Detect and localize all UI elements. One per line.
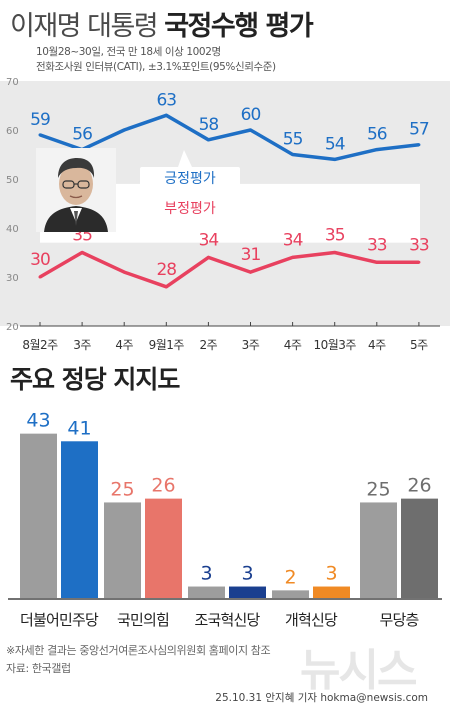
negative-data-label: 28: [156, 260, 176, 280]
positive-data-label: 57: [409, 120, 429, 140]
bar-previous: [360, 502, 397, 598]
bar-value-label-previous: 43: [26, 410, 50, 432]
positive-data-label: 60: [241, 105, 261, 125]
positive-data-label: 59: [30, 110, 50, 130]
x-tick-label: 3주: [73, 338, 91, 352]
x-tick-label: 10월3주: [313, 338, 356, 352]
bar-current: [61, 441, 98, 598]
negative-point: [249, 270, 252, 274]
bar-previous: [104, 502, 141, 598]
legend-negative-tail: [180, 219, 194, 234]
party-support-title: 주요 정당 지지도: [10, 365, 180, 394]
bar-value-label-current: 41: [67, 417, 91, 439]
x-tick-label: 8월2주: [22, 338, 58, 352]
x-tick-label: 2주: [200, 338, 218, 352]
negative-data-label: 33: [367, 235, 387, 255]
negative-data-label: 31: [241, 245, 261, 265]
negative-series-line: [39, 250, 419, 289]
negative-point: [333, 251, 337, 254]
positive-point: [291, 153, 295, 156]
page-title: 이재명 대통령 국정수행 평가: [10, 4, 314, 43]
negative-data-label: 34: [283, 230, 303, 250]
bar-current: [229, 586, 266, 598]
bar-current: [145, 498, 182, 598]
legend-positive-box: [140, 167, 240, 189]
y-tick-label: 40: [6, 224, 19, 235]
title-bold: 국정수행 평가: [164, 11, 313, 42]
positive-data-label: 56: [72, 125, 92, 145]
negative-point: [375, 260, 379, 264]
y-tick-label: 20: [6, 322, 19, 333]
positive-point: [164, 113, 168, 117]
bar-value-label-previous: 2: [284, 566, 296, 588]
negative-point: [38, 275, 42, 279]
survey-meta-line2: 전화조사원 인터뷰(CATI), ±3.1%포인트(95%신뢰수준): [36, 61, 276, 73]
bar-current: [313, 586, 350, 598]
bar-previous: [20, 433, 57, 598]
positive-point: [206, 138, 210, 142]
negative-point: [417, 260, 421, 264]
negative-data-label: 34: [199, 230, 219, 250]
bar-category-label: 개혁신당: [285, 611, 338, 629]
positive-point: [249, 128, 252, 132]
x-tick-label: 4주: [284, 338, 302, 352]
y-tick-label: 50: [6, 175, 19, 186]
negative-point: [164, 285, 168, 289]
positive-data-label: 56: [367, 125, 387, 145]
x-tick-label: 4주: [115, 338, 133, 352]
x-tick-label: 4주: [368, 338, 386, 352]
bar-category-label: 무당층: [379, 611, 418, 629]
legend-negative-box: [140, 197, 240, 219]
positive-point: [38, 133, 42, 137]
x-tick-label: 9월1주: [149, 338, 185, 352]
legend-negative: 부정평가: [164, 201, 216, 217]
y-tick-label: 60: [6, 126, 19, 137]
negative-point: [291, 255, 295, 259]
bar-current: [401, 498, 438, 598]
credit-line: 25.10.31 안지혜 기자 hokma@newsis.com: [215, 692, 428, 704]
bar-value-label-previous: 3: [200, 563, 212, 585]
positive-point: [375, 148, 379, 152]
x-tick-label: 3주: [242, 338, 260, 352]
bar-value-label-current: 26: [151, 475, 175, 497]
negative-point: [80, 251, 84, 254]
legend-positive: 긍정평가: [164, 171, 216, 187]
president-portrait-photo: [36, 148, 116, 232]
negative-point: [122, 270, 126, 274]
negative-data-label: 35: [325, 226, 345, 246]
positive-data-label: 55: [283, 130, 303, 150]
bar-category-label: 더불어민주당: [20, 611, 99, 629]
y-tick-label: 70: [6, 77, 19, 88]
newsis-watermark: 뉴시스: [300, 645, 417, 696]
bar-category-label: 국민의힘: [117, 611, 169, 629]
positive-data-label: 63: [156, 90, 176, 110]
positive-point: [333, 157, 337, 161]
bar-value-label-current: 26: [407, 475, 431, 497]
negative-data-label: 33: [409, 235, 429, 255]
footnote-data-source: 자료: 한국갤럽: [6, 662, 71, 675]
positive-data-label: 58: [199, 115, 219, 135]
title-light: 이재명 대통령: [10, 11, 159, 42]
footnote-source-note: ※자세한 결과는 중앙선거여론조사심의위원회 홈페이지 참조: [6, 644, 271, 657]
bar-value-label-previous: 25: [110, 478, 134, 500]
positive-point: [122, 128, 126, 132]
legend-positive-tail: [178, 150, 192, 167]
bar-category-label: 조국혁신당: [194, 611, 260, 629]
positive-series-line: [39, 113, 420, 162]
bar-previous: [272, 590, 309, 598]
positive-data-label: 54: [325, 134, 345, 154]
bar-value-label-current: 3: [325, 563, 337, 585]
bar-value-label-previous: 25: [366, 478, 390, 500]
bar-previous: [188, 586, 225, 598]
negative-point: [206, 255, 210, 259]
positive-point: [417, 143, 421, 147]
y-tick-label: 30: [6, 273, 19, 284]
negative-data-label: 30: [30, 250, 50, 270]
survey-meta-line1: 10월28~30일, 전국 만 18세 이상 1002명: [36, 46, 221, 58]
bar-value-label-current: 3: [241, 563, 253, 585]
x-tick-label: 5주: [410, 338, 428, 352]
